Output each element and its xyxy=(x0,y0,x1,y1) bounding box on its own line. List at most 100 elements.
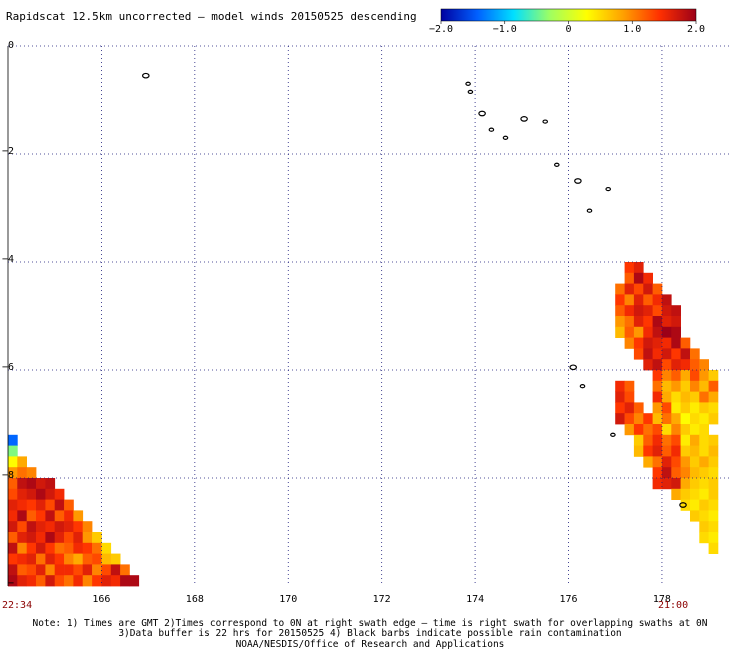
wind-cell xyxy=(690,413,700,425)
wind-cell xyxy=(82,542,93,554)
wind-cell xyxy=(690,445,700,457)
wind-cell xyxy=(633,424,644,436)
wind-cell xyxy=(615,283,625,295)
wind-cell xyxy=(17,532,27,544)
wind-cell xyxy=(671,391,681,403)
wind-cell xyxy=(82,532,93,544)
wind-cell xyxy=(8,553,18,565)
wind-cell xyxy=(671,424,681,436)
wind-cell xyxy=(110,564,121,576)
wind-cell xyxy=(633,434,644,446)
island-outline xyxy=(465,81,471,86)
wind-cell xyxy=(615,413,625,425)
wind-cell xyxy=(652,445,663,457)
right-swath-time: 21:00 xyxy=(658,600,688,611)
lat-label: 0 xyxy=(8,40,14,51)
wind-cell xyxy=(624,391,635,403)
wind-cell xyxy=(671,359,681,371)
wind-cell xyxy=(54,532,65,544)
colorbar-tick-label: 1.0 xyxy=(623,24,641,35)
wind-cell xyxy=(26,575,37,587)
island-outline xyxy=(605,186,612,192)
wind-cell xyxy=(624,424,635,436)
wind-cell xyxy=(92,575,102,587)
wind-cell xyxy=(671,456,681,468)
wind-cell xyxy=(671,348,681,360)
lon-label: 168 xyxy=(186,594,204,605)
wind-cell xyxy=(643,337,653,349)
wind-cell xyxy=(8,467,18,479)
wind-cell xyxy=(82,564,93,576)
island-outline xyxy=(478,110,486,117)
wind-cell xyxy=(17,575,27,587)
wind-cell xyxy=(708,499,719,511)
wind-cell xyxy=(73,575,84,587)
wind-cell xyxy=(671,305,681,317)
wind-cell xyxy=(699,370,709,382)
wind-cell xyxy=(26,542,37,554)
wind-cell xyxy=(652,380,663,392)
lat-label: −4 xyxy=(2,254,14,265)
wind-cell xyxy=(8,478,18,490)
island-outline xyxy=(574,178,582,184)
wind-cell xyxy=(643,326,653,338)
wind-cell xyxy=(64,542,74,554)
wind-cell xyxy=(54,499,65,511)
map-title: Rapidscat 12.5km uncorrected — model win… xyxy=(6,10,417,23)
wind-cell xyxy=(661,434,672,446)
island-outline xyxy=(502,135,509,140)
wind-cell xyxy=(17,510,27,522)
wind-cell xyxy=(26,478,37,490)
wind-cell xyxy=(708,391,719,403)
wind-cell xyxy=(17,488,27,500)
wind-cell xyxy=(129,575,140,587)
wind-cell xyxy=(73,564,84,576)
island-outline xyxy=(467,89,474,95)
island-outline xyxy=(569,364,578,371)
wind-cell xyxy=(633,402,644,414)
wind-cell xyxy=(633,413,644,425)
lon-label: 178 xyxy=(653,594,671,605)
wind-cell xyxy=(54,488,65,500)
wind-cell xyxy=(624,337,635,349)
wind-cell xyxy=(36,488,46,500)
wind-cell xyxy=(661,391,672,403)
wind-cell xyxy=(615,316,625,328)
wind-cell xyxy=(624,283,635,295)
lat-label: − xyxy=(8,578,14,589)
wind-cell xyxy=(652,370,663,382)
colorbar-gradient xyxy=(440,8,697,22)
wind-cell xyxy=(652,478,663,490)
wind-cell xyxy=(643,316,653,328)
wind-cell xyxy=(17,467,27,479)
wind-cell xyxy=(661,348,672,360)
lat-label: −6 xyxy=(2,362,14,373)
wind-cell xyxy=(699,424,709,436)
wind-cell xyxy=(45,510,56,522)
wind-cell xyxy=(661,326,672,338)
wind-cell xyxy=(64,532,74,544)
wind-cell xyxy=(699,391,709,403)
wind-cell xyxy=(680,434,691,446)
wind-cell xyxy=(652,424,663,436)
colorbar-tick-label: −2.0 xyxy=(429,24,453,35)
wind-cell xyxy=(45,575,56,587)
wind-cell xyxy=(643,294,653,306)
wind-cell xyxy=(690,391,700,403)
wind-cell xyxy=(699,434,709,446)
wind-cell xyxy=(690,467,700,479)
wind-cell xyxy=(690,424,700,436)
wind-cell xyxy=(690,370,700,382)
wind-cell xyxy=(73,532,84,544)
wind-cell xyxy=(708,542,719,554)
wind-cell xyxy=(708,413,719,425)
wind-cell xyxy=(652,467,663,479)
wind-cell xyxy=(671,434,681,446)
colorbar-tick-label: 2.0 xyxy=(687,24,705,35)
wind-cell xyxy=(17,542,27,554)
wind-cell xyxy=(8,510,18,522)
wind-cell xyxy=(110,575,121,587)
lat-label: −2 xyxy=(2,146,14,157)
lon-label: 174 xyxy=(466,594,484,605)
wind-cell xyxy=(680,337,691,349)
